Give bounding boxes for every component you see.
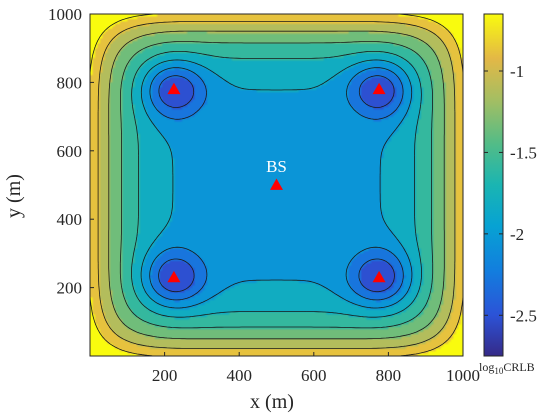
x-axis-ticks: 200 400 600 800 1000 (152, 352, 480, 385)
colorbar-tick-label: -2.5 (510, 306, 537, 325)
base-station-label: BS (266, 157, 287, 176)
contour-level-6 (108, 30, 445, 340)
colorbar-tick-label: -1 (510, 62, 524, 81)
base-station-marker (270, 178, 283, 190)
x-tick-label: 600 (301, 366, 327, 385)
plot-frame (89, 13, 464, 357)
contour-level-2 (149, 67, 404, 301)
y-axis-label: y (m) (3, 174, 25, 218)
colorbar (483, 13, 504, 357)
x-axis-label: x (m) (250, 391, 294, 413)
x-tick-label: 200 (152, 366, 178, 385)
anchor-marker (372, 270, 386, 283)
colorbar-tick-label: -2 (510, 225, 524, 244)
y-tick-label: 400 (57, 210, 83, 229)
contour-level-7 (97, 21, 456, 349)
anchor-marker (167, 82, 181, 95)
contour-level-1 (158, 75, 395, 293)
y-tick-label: 800 (57, 73, 83, 92)
y-tick-label: 600 (57, 142, 83, 161)
contour-lines (90, 14, 463, 356)
contour-level-5 (119, 41, 434, 329)
anchor-marker (372, 82, 386, 95)
contour-level-3 (140, 59, 413, 309)
y-tick-label: 1000 (48, 5, 82, 24)
x-tick-label: 400 (226, 366, 252, 385)
contour-level-4 (131, 51, 422, 318)
anchor-marker (167, 270, 181, 283)
colorbar-label: log10CRLB (479, 360, 535, 376)
contour-level-8 (90, 14, 463, 356)
colorbar-ticks: -1 -1.5 -2 -2.5 (484, 62, 537, 325)
y-axis-ticks: 200 400 600 800 1000 (48, 5, 94, 298)
colorbar-tick-label: -1.5 (510, 143, 537, 162)
anchor-markers (167, 82, 386, 283)
x-tick-label: 800 (376, 366, 402, 385)
x-tick-label: 1000 (446, 366, 480, 385)
y-tick-label: 200 (57, 279, 83, 298)
